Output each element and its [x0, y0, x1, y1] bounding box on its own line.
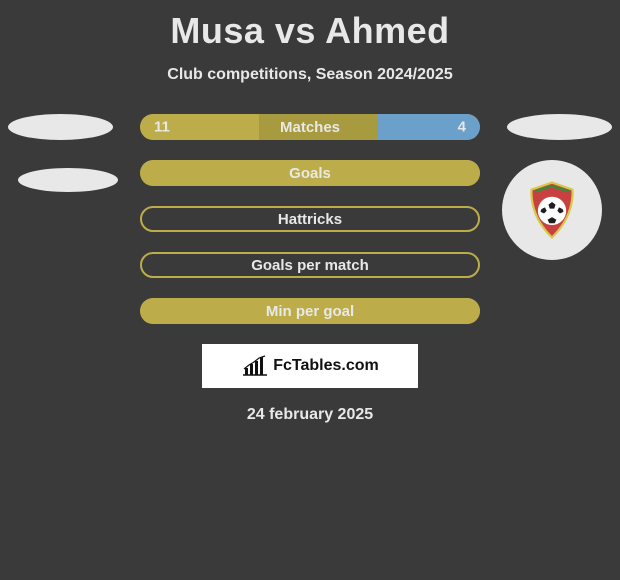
- date-label: 24 february 2025: [0, 406, 620, 424]
- bar-value-right: 4: [458, 119, 466, 136]
- comparison-area: 11 4 Matches Goals Hattricks Goals per match M…: [0, 114, 620, 324]
- player-right-ellipse-1: [507, 114, 612, 140]
- stat-bar-matches: 11 4 Matches: [140, 114, 480, 140]
- fctables-logo[interactable]: FcTables.com: [202, 344, 418, 388]
- stat-bar-goals-per-match: Goals per match: [140, 252, 480, 278]
- bar-value-left: 11: [154, 119, 170, 136]
- player-left-ellipse-1: [8, 114, 113, 140]
- stat-bar-hattricks: Hattricks: [140, 206, 480, 232]
- bar-label: Goals: [289, 165, 331, 182]
- stat-bar-min-per-goal: Min per goal: [140, 298, 480, 324]
- player-left-ellipse-2: [18, 168, 118, 192]
- club-badge-right: [502, 160, 602, 260]
- subtitle: Club competitions, Season 2024/2025: [0, 66, 620, 84]
- page-title: Musa vs Ahmed: [0, 0, 620, 52]
- bar-label: Matches: [280, 119, 340, 136]
- bar-label: Goals per match: [251, 257, 369, 274]
- bar-label: Hattricks: [278, 211, 342, 228]
- stat-bar-goals: Goals: [140, 160, 480, 186]
- shield-icon: [521, 179, 583, 241]
- logo-text: FcTables.com: [273, 357, 379, 375]
- stat-bars: 11 4 Matches Goals Hattricks Goals per match M…: [140, 114, 480, 324]
- bar-label: Min per goal: [266, 303, 354, 320]
- bar-chart-icon: [241, 355, 269, 377]
